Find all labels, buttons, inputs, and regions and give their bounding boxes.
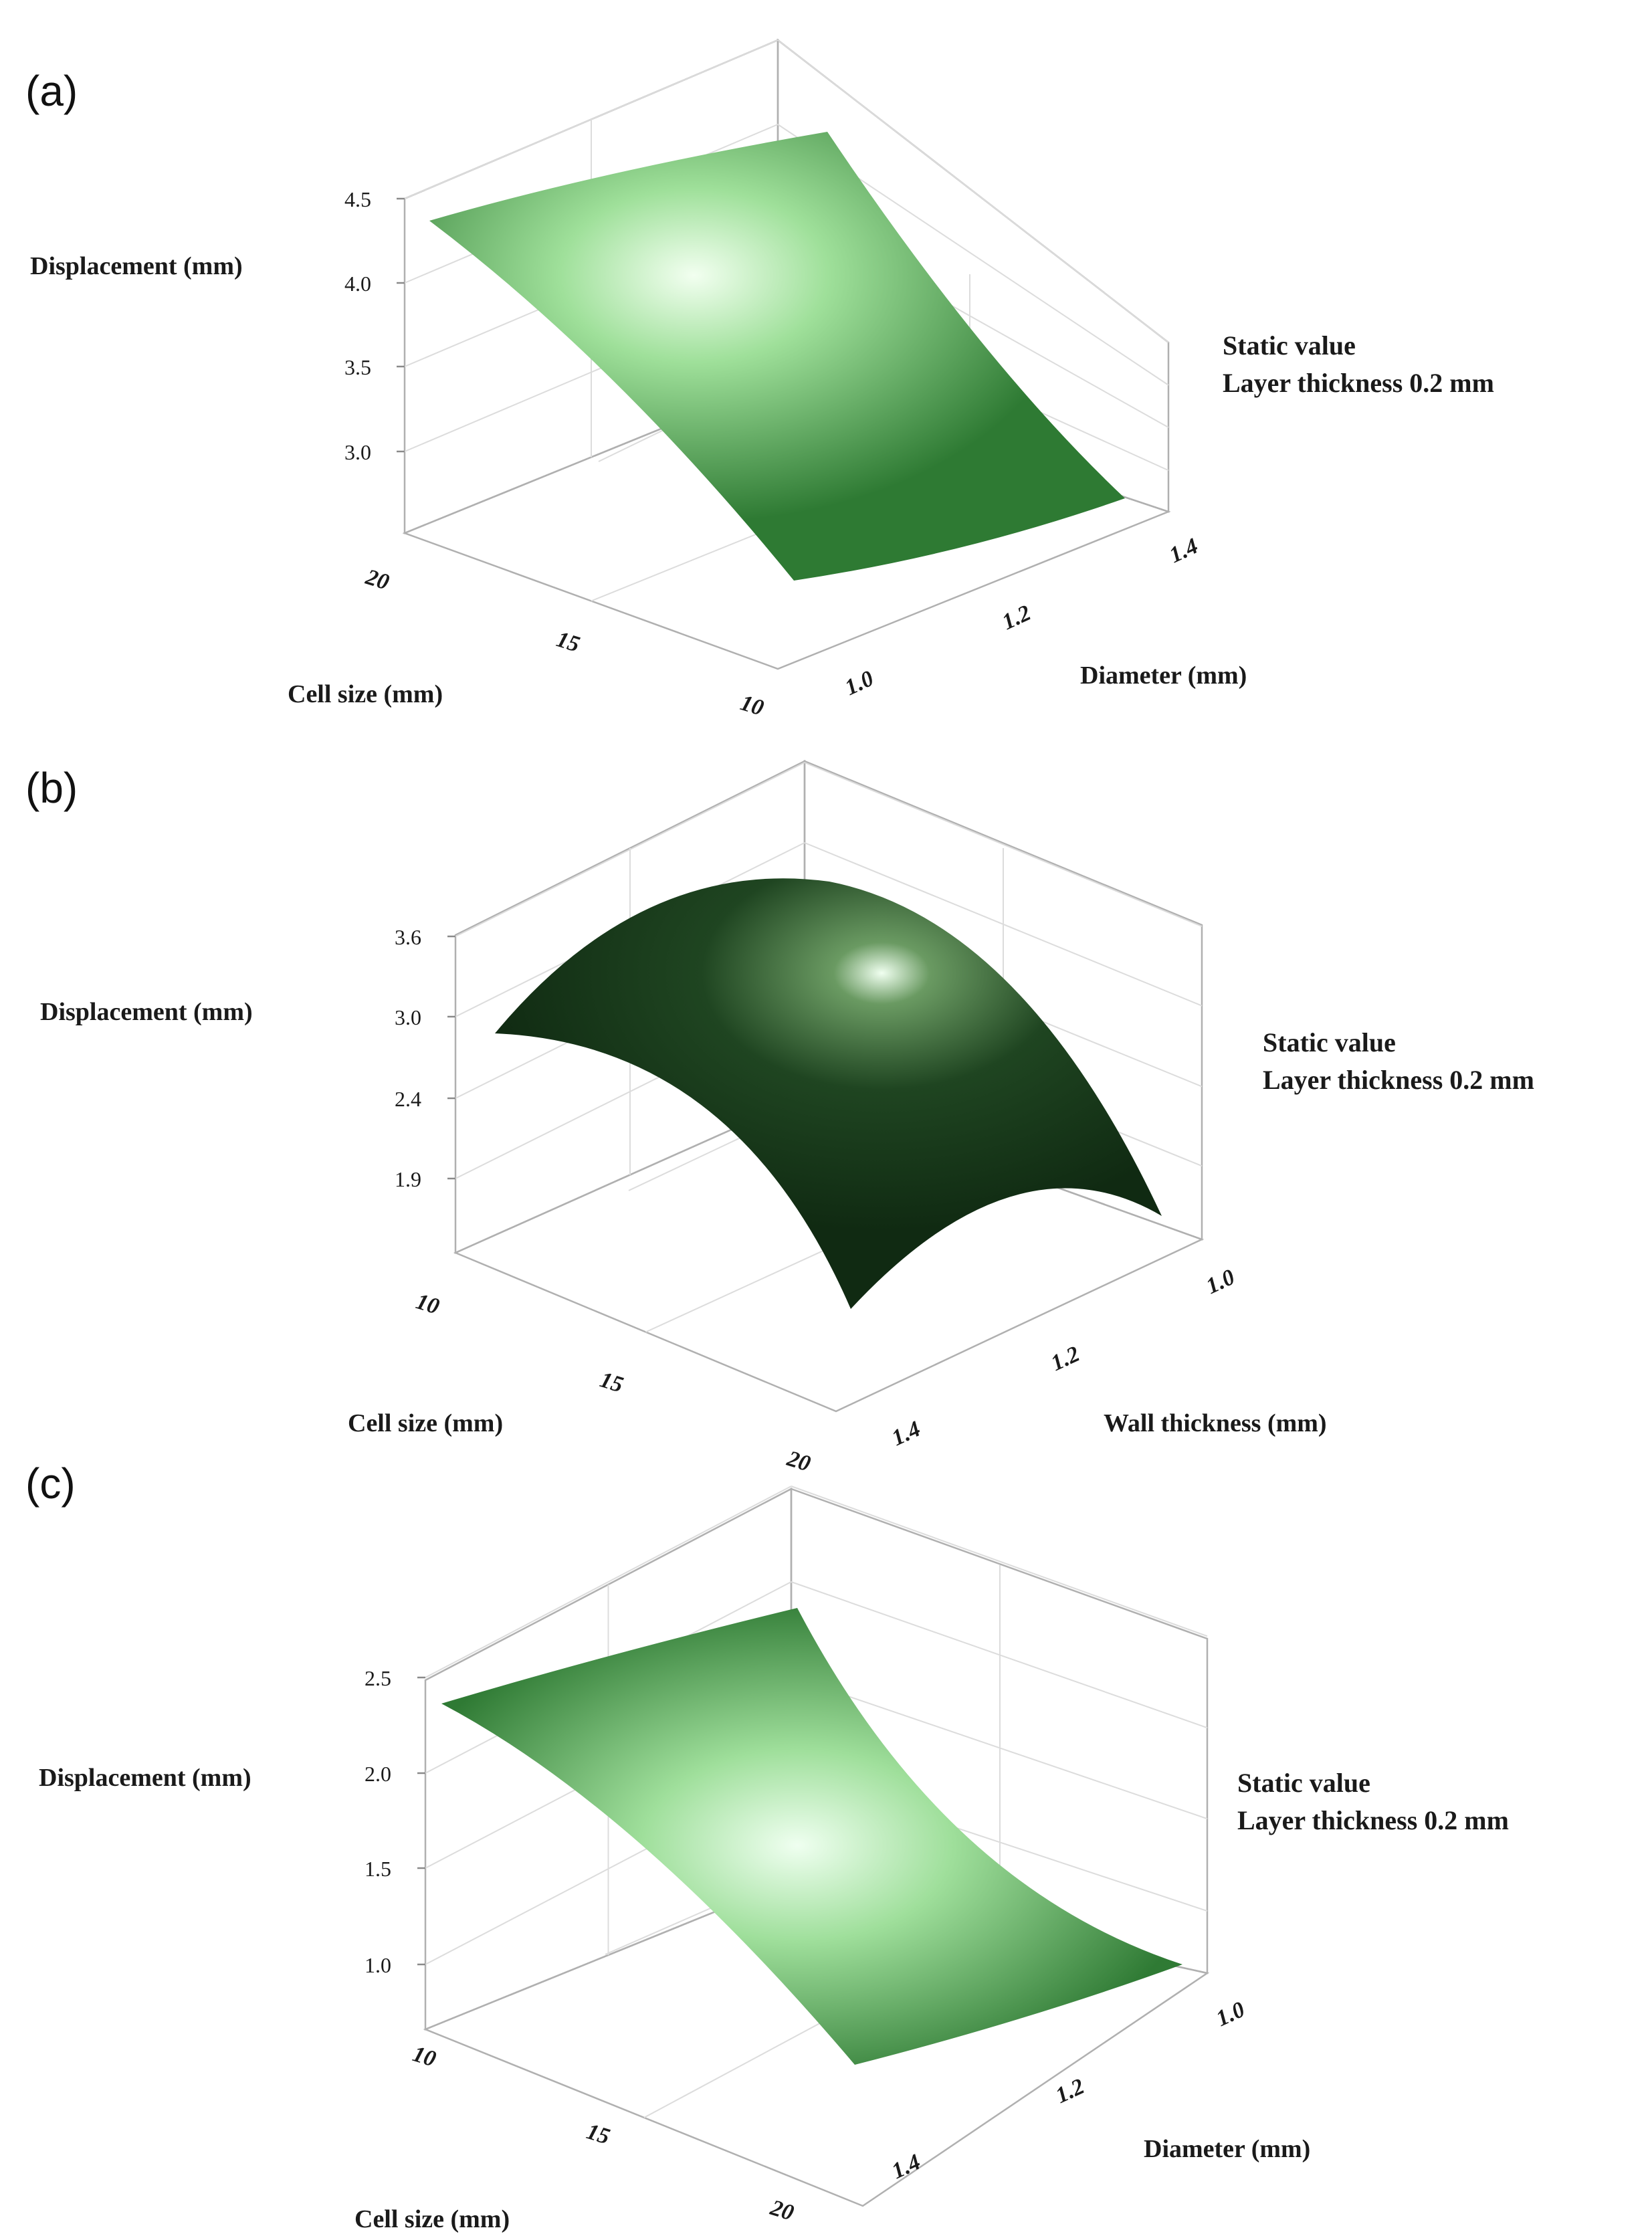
z-axis-title: Displacement (mm) bbox=[39, 1764, 251, 1792]
floor bbox=[402, 380, 1171, 670]
static-value-text: Layer thickness 0.2 mm bbox=[1263, 1065, 1534, 1095]
y-tick-label: 1.4 bbox=[888, 2150, 924, 2184]
x-axis-title: Cell size (mm) bbox=[288, 680, 443, 708]
static-value-text: Layer thickness 0.2 mm bbox=[1237, 1805, 1509, 1835]
y-tick-label: 1.4 bbox=[888, 1417, 924, 1451]
y-axis-title: Wall thickness (mm) bbox=[1104, 1409, 1327, 1437]
response-surface bbox=[495, 878, 1162, 1309]
static-value-title: Static value bbox=[1263, 1027, 1396, 1057]
z-tick-label: 3.5 bbox=[344, 355, 371, 379]
x-tick-label: 10 bbox=[413, 1289, 442, 1319]
z-tick-label: 3.0 bbox=[344, 440, 371, 464]
static-value-text: Layer thickness 0.2 mm bbox=[1223, 368, 1494, 398]
y-tick-label: 1.0 bbox=[1203, 1265, 1239, 1299]
grid-line bbox=[425, 1486, 792, 1678]
floor bbox=[453, 1096, 1205, 1413]
y-tick-label: 1.0 bbox=[1213, 1997, 1249, 2031]
static-value-title: Static value bbox=[1237, 1768, 1370, 1798]
z-tick-label: 4.0 bbox=[344, 272, 371, 296]
x-tick-label: 15 bbox=[584, 2119, 613, 2149]
panel-label: (a) bbox=[25, 67, 78, 115]
x-tick-label: 10 bbox=[410, 2041, 439, 2071]
z-axis-title: Displacement (mm) bbox=[30, 252, 243, 280]
response-surface bbox=[441, 1608, 1182, 2065]
z-axis-title: Displacement (mm) bbox=[40, 998, 253, 1026]
x-tick-label: 15 bbox=[554, 627, 583, 657]
z-tick-label: 2.0 bbox=[365, 1762, 391, 1786]
y-tick-label: 1.2 bbox=[1047, 1342, 1083, 1376]
x-tick-label: 20 bbox=[767, 2195, 797, 2226]
response-surface bbox=[429, 132, 1125, 581]
y-axis-title: Diameter (mm) bbox=[1080, 662, 1247, 690]
panel-label: (b) bbox=[25, 764, 78, 812]
grid-line bbox=[804, 762, 1203, 927]
x-tick-label: 20 bbox=[363, 565, 392, 595]
floor bbox=[423, 1879, 1210, 2207]
panel-label: (c) bbox=[25, 1459, 76, 1508]
y-axis-title: Diameter (mm) bbox=[1144, 2135, 1310, 2163]
grid-line bbox=[777, 39, 1169, 343]
y-tick-label: 1.2 bbox=[1052, 2074, 1088, 2108]
z-tick-label: 2.4 bbox=[395, 1087, 421, 1111]
x-tick-label: 20 bbox=[784, 1446, 813, 1477]
z-tick-label: 1.9 bbox=[395, 1167, 421, 1191]
x-tick-label: 10 bbox=[738, 690, 766, 720]
y-tick-label: 1.0 bbox=[841, 666, 877, 700]
z-tick-label: 4.5 bbox=[344, 187, 371, 211]
panel-b: (b) 3.6 3.0 2.4 1.9 Displacement (mm) 10 15 20 1.… bbox=[25, 759, 1534, 1477]
x-tick-label: 15 bbox=[597, 1367, 626, 1397]
panel-a: (a) 4.5 4.0 3.5 3.0 Displacement (mm) 20 15 10 1.… bbox=[25, 38, 1494, 721]
grid-line bbox=[791, 1486, 1208, 1637]
z-tick-label: 3.0 bbox=[395, 1005, 421, 1029]
z-tick-label: 2.5 bbox=[365, 1666, 391, 1690]
y-tick-label: 1.4 bbox=[1166, 534, 1202, 568]
x-axis-title: Cell size (mm) bbox=[354, 2205, 510, 2233]
z-tick-label: 1.5 bbox=[365, 1857, 391, 1881]
z-tick-label: 3.6 bbox=[395, 925, 421, 949]
x-axis-title: Cell size (mm) bbox=[348, 1409, 503, 1437]
static-value-title: Static value bbox=[1223, 330, 1356, 361]
y-tick-label: 1.2 bbox=[999, 601, 1035, 635]
panel-c: (c) 2.5 2.0 1.5 1.0 Displacement (mm) 10 15 20 1.… bbox=[25, 1459, 1509, 2233]
z-tick-label: 1.0 bbox=[365, 1953, 391, 1977]
